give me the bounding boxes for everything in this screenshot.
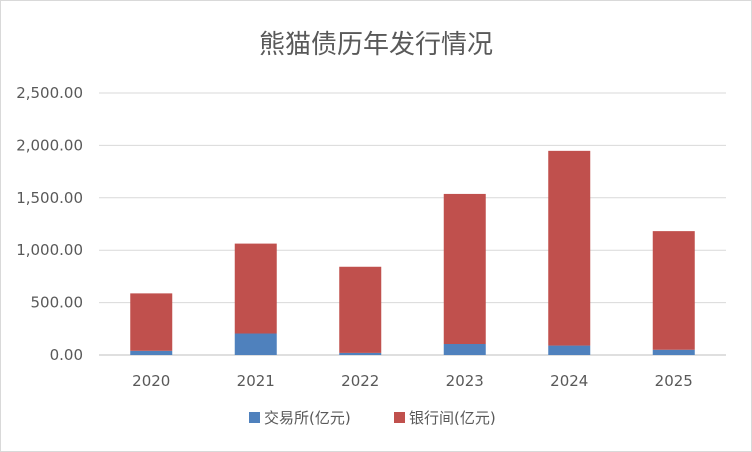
bar-series-1-2020: [130, 293, 173, 351]
bar-series-0-2023: [443, 343, 486, 355]
legend-swatch-0: [249, 412, 260, 423]
x-tick-label: 2023: [446, 372, 484, 390]
bar-series-1-2024: [548, 150, 591, 346]
x-tick-label: 2020: [132, 372, 170, 390]
bar-series-1-2023: [443, 193, 486, 344]
bar-series-0-2021: [234, 333, 277, 355]
y-axis-ticks: 0.00 500.00 1,000.00 1,500.00 2,000.00 2,500.…: [16, 84, 83, 364]
y-tick-label: 2,000.00: [16, 136, 83, 154]
bars: [130, 150, 695, 355]
bar-series-0-2020: [130, 350, 173, 355]
bar-series-0-2025: [652, 349, 695, 355]
x-axis-ticks: 2020 2021 2022 2023 2024 2025: [132, 372, 693, 390]
gridlines: [99, 92, 726, 356]
y-tick-label: 1,500.00: [16, 189, 83, 207]
y-tick-label: 0.00: [50, 346, 83, 364]
y-tick-label: 500.00: [31, 294, 84, 312]
bar-series-1-2021: [234, 243, 277, 334]
x-tick-label: 2021: [237, 372, 275, 390]
bar-series-1-2025: [652, 231, 695, 350]
legend: 交易所(亿元) 银行间(亿元): [249, 409, 496, 427]
legend-swatch-1: [394, 412, 405, 423]
x-tick-label: 2022: [341, 372, 379, 390]
y-tick-label: 2,500.00: [16, 84, 83, 102]
x-tick-label: 2024: [550, 372, 588, 390]
bar-series-1-2022: [339, 266, 382, 353]
bar-series-0-2024: [548, 345, 591, 355]
bar-series-0-2022: [339, 352, 382, 355]
legend-label-0: 交易所(亿元): [264, 409, 351, 427]
y-tick-label: 1,000.00: [16, 241, 83, 259]
legend-label-1: 银行间(亿元): [409, 409, 496, 427]
x-tick-label: 2025: [655, 372, 693, 390]
chart-title: 熊猫债历年发行情况: [259, 30, 493, 60]
